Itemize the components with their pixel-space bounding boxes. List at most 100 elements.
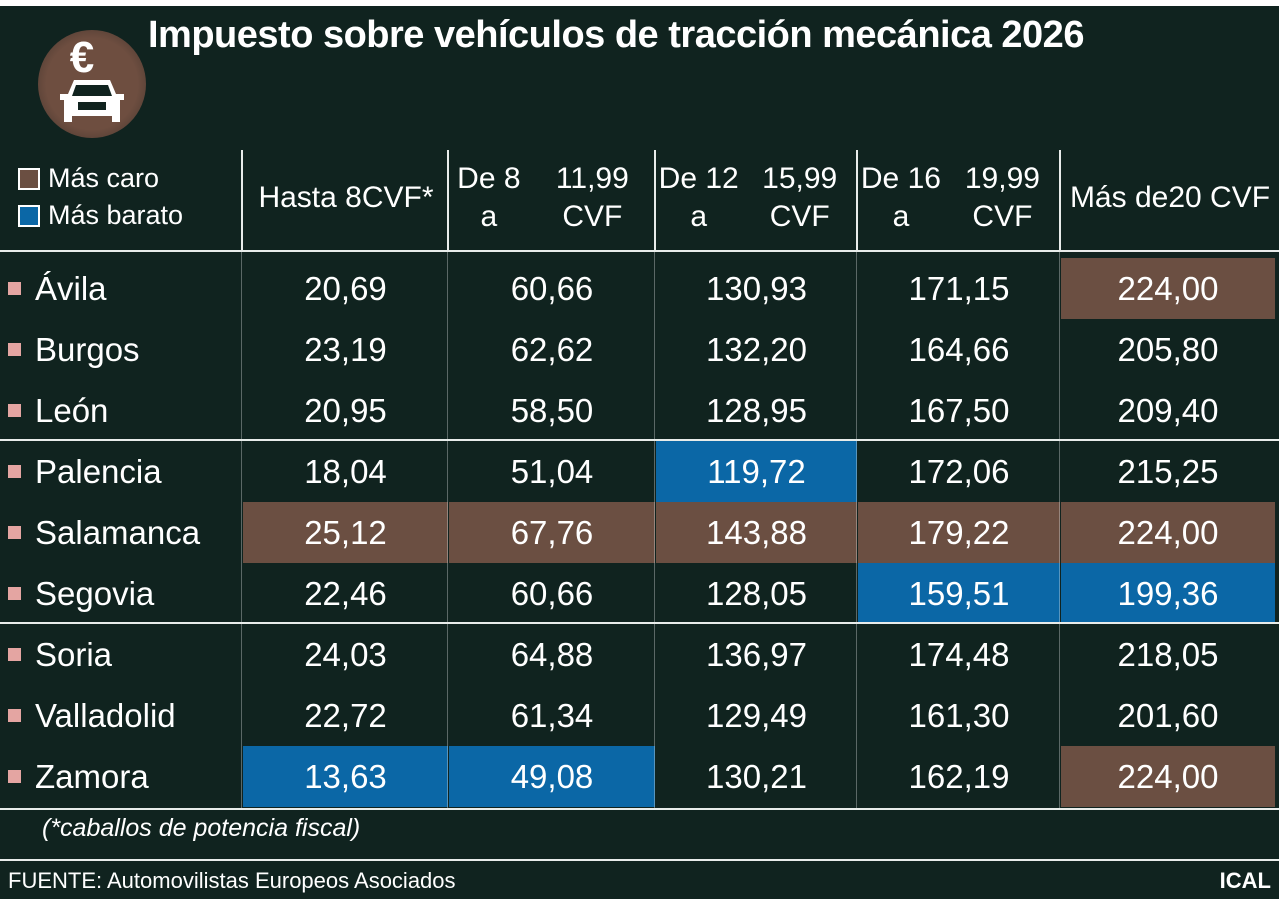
- table-cell: 128,95: [706, 391, 807, 429]
- table-cell: 25,12: [243, 502, 448, 563]
- legend-swatch: [18, 204, 40, 227]
- column-divider: [1059, 252, 1060, 808]
- table-cell: 60,66: [510, 574, 594, 612]
- column-header: De 16 a 19,99 CVF: [858, 148, 1061, 248]
- table-cell: 129,49: [706, 696, 807, 734]
- table-cell: 218,05: [1117, 635, 1219, 673]
- province-name: Soria: [35, 635, 113, 673]
- column-divider: [856, 252, 857, 808]
- table-cell: 224,00: [1061, 746, 1275, 807]
- column-divider: [654, 252, 655, 808]
- table-cell: 130,93: [706, 269, 807, 307]
- column-divider: [447, 150, 449, 250]
- province-name: Valladolid: [35, 696, 176, 734]
- header-line: Más de: [1069, 181, 1169, 214]
- header-line: 19,99 CVF: [964, 162, 1040, 233]
- car-icon: €: [60, 33, 124, 122]
- table-cell: 20,69: [304, 269, 387, 307]
- province-name: Palencia: [35, 452, 162, 490]
- table-cell: 171,15: [908, 269, 1010, 307]
- legend-item-mas-caro: Más caro: [18, 160, 183, 197]
- table-cell: 130,21: [706, 757, 807, 795]
- row-label: Valladolid: [8, 685, 176, 746]
- province-name: León: [35, 391, 109, 429]
- table-cell: 132,20: [706, 330, 807, 368]
- table-cell: 162,19: [908, 757, 1010, 795]
- table-cell: 201,60: [1117, 696, 1219, 734]
- divider: [0, 250, 1279, 252]
- table-cell: 167,50: [908, 391, 1010, 429]
- province-name: Salamanca: [35, 513, 201, 551]
- row-label: Salamanca: [8, 502, 200, 563]
- table-cell: 199,36: [1061, 563, 1275, 624]
- column-header: Más de 20 CVF: [1061, 148, 1279, 248]
- bullet-icon: [8, 343, 21, 356]
- province-name: Zamora: [35, 757, 149, 795]
- table-cell: 209,40: [1117, 391, 1219, 429]
- table-cell: 58,50: [510, 391, 594, 429]
- column-divider: [856, 150, 858, 250]
- header-line: 15,99 CVF: [762, 162, 838, 233]
- table-cell: 62,62: [510, 330, 594, 368]
- header-line: 11,99 CVF: [555, 162, 629, 233]
- logo: €: [38, 30, 146, 138]
- euro-icon: €: [70, 33, 94, 82]
- table-cell: 23,19: [304, 330, 387, 368]
- column-divider: [241, 150, 243, 250]
- column-divider: [447, 252, 448, 808]
- table-cell: 224,00: [1061, 258, 1275, 319]
- table-cell: 143,88: [656, 502, 857, 563]
- table-cell: 49,08: [449, 746, 655, 807]
- bullet-icon: [8, 404, 21, 417]
- province-name: Burgos: [35, 330, 140, 368]
- header-line: Hasta 8: [258, 181, 362, 214]
- divider: [0, 859, 1279, 861]
- row-label: Ávila: [8, 258, 107, 319]
- table-cell: 22,72: [304, 696, 387, 734]
- row-label: Palencia: [8, 441, 162, 502]
- legend-label: Más barato: [48, 200, 184, 230]
- header-line: De 16 a: [860, 162, 941, 233]
- bullet-icon: [8, 465, 21, 478]
- province-name: Segovia: [35, 574, 155, 612]
- table-cell: 215,25: [1117, 452, 1219, 490]
- legend-item-mas-barato: Más barato: [18, 197, 183, 234]
- divider: [0, 808, 1279, 810]
- table-cell: 51,04: [510, 452, 594, 490]
- header-line: 20 CVF: [1168, 181, 1271, 214]
- table-cell: 60,66: [510, 269, 594, 307]
- row-label: Zamora: [8, 746, 149, 807]
- brand-logo: ICAL: [1219, 868, 1271, 893]
- table-cell: 159,51: [858, 563, 1060, 624]
- table-cell: 179,22: [858, 502, 1060, 563]
- divider: [0, 439, 1279, 441]
- table-cell: 224,00: [1061, 502, 1275, 563]
- column-header: De 12 a 15,99 CVF: [656, 148, 858, 248]
- column-header: De 8 a 11,99 CVF: [449, 148, 656, 248]
- table-cell: 13,63: [243, 746, 448, 807]
- chart-title: Impuesto sobre vehículos de tracción mec…: [148, 14, 1084, 56]
- legend-label: Más caro: [48, 163, 160, 193]
- table-cell: 67,76: [449, 502, 655, 563]
- column-divider: [241, 252, 242, 808]
- bullet-icon: [8, 526, 21, 539]
- legend-swatch: [18, 167, 40, 190]
- bullet-icon: [8, 648, 21, 661]
- table-cell: 24,03: [304, 635, 387, 673]
- column-header: Hasta 8 CVF*: [243, 148, 449, 248]
- row-label: Segovia: [8, 563, 154, 624]
- bullet-icon: [8, 709, 21, 722]
- table-cell: 172,06: [908, 452, 1010, 490]
- bullet-icon: [8, 770, 21, 783]
- table-cell: 61,34: [510, 696, 594, 734]
- row-label: León: [8, 380, 108, 441]
- table-cell: 128,05: [706, 574, 807, 612]
- row-label: Burgos: [8, 319, 140, 380]
- table-cell: 174,48: [908, 635, 1010, 673]
- table-cell: 164,66: [908, 330, 1010, 368]
- header-line: De 8 a: [457, 162, 521, 233]
- table-cell: 161,30: [908, 696, 1010, 734]
- table-cell: 119,72: [656, 441, 857, 502]
- table-cell: 205,80: [1117, 330, 1219, 368]
- header-line: CVF*: [361, 181, 434, 214]
